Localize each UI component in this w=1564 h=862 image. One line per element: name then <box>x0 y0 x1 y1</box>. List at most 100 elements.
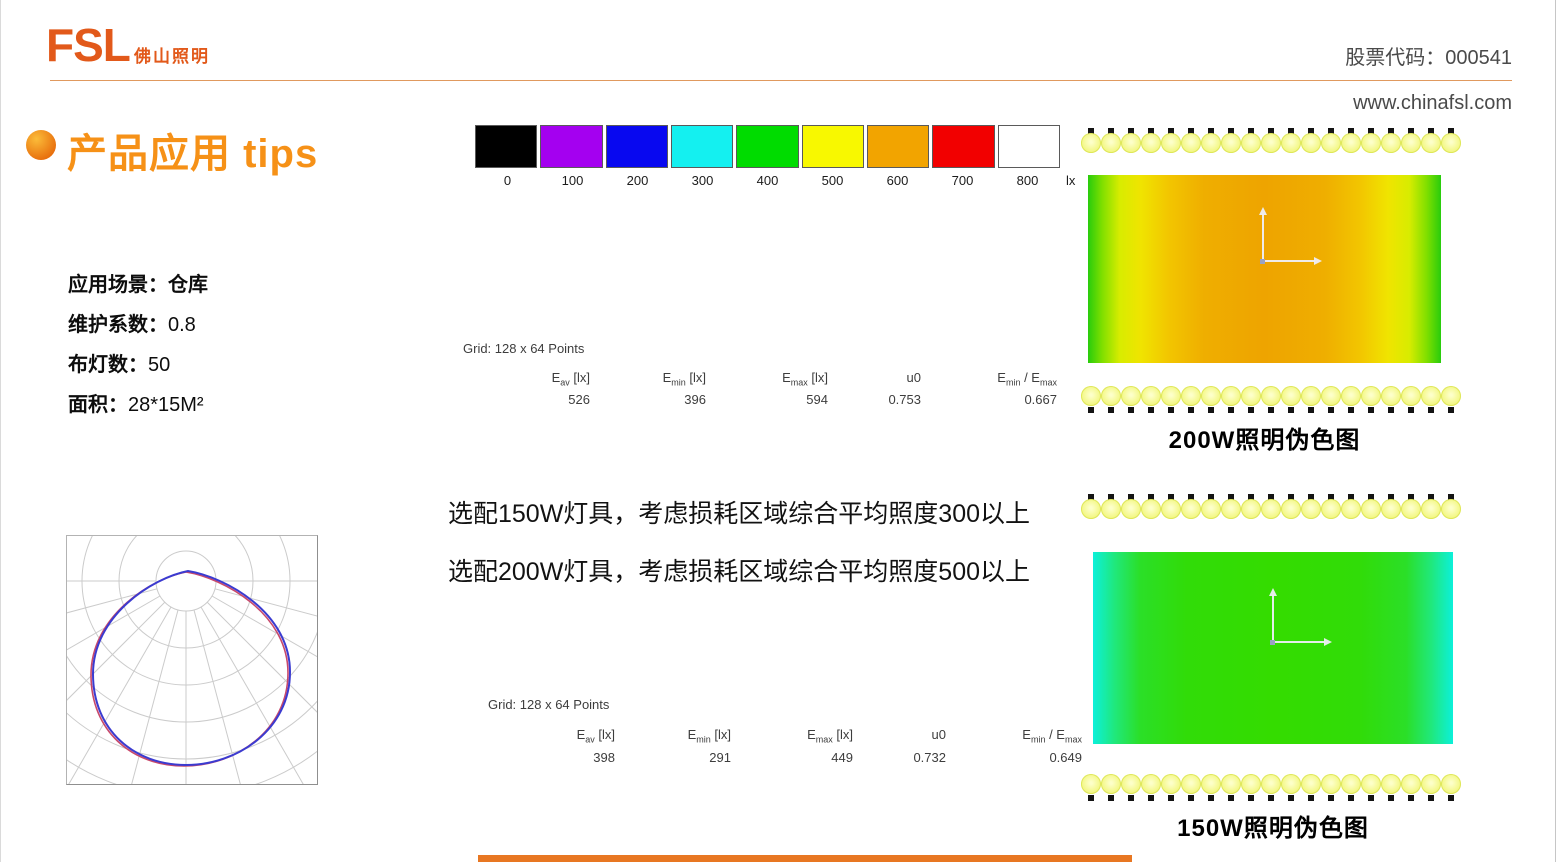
lamp-icon <box>1341 128 1361 158</box>
info-label: 布灯数： <box>68 354 148 376</box>
lamp-icon <box>1121 382 1141 413</box>
info-value: 50 <box>148 354 171 376</box>
value-emax: 449 <box>831 750 853 765</box>
lamp-icon <box>1201 128 1221 158</box>
lamp-icon <box>1361 494 1381 524</box>
lamp-icon <box>1401 494 1421 524</box>
lamp-icon <box>1281 770 1301 801</box>
header-eav: Eav [lx] <box>576 727 615 745</box>
lamp-icon <box>1301 494 1321 524</box>
header-emin-emax: Emin / Emax <box>997 370 1057 388</box>
lamp-row-200w-bottom <box>1081 382 1461 413</box>
false-color-scale-labels: 0 100 200 300 400 500 600 700 800 <box>475 173 1060 188</box>
scale-cell <box>475 125 538 168</box>
lamp-icon <box>1421 770 1441 801</box>
lamp-icon <box>1401 382 1421 413</box>
value-emax: 594 <box>806 392 828 407</box>
lamp-icon <box>1101 128 1121 158</box>
scale-cell <box>540 125 603 168</box>
table-header-row: Eav [lx] Emin [lx] Emax [lx] u0 Emin / E… <box>455 370 1057 388</box>
value-u0: 0.753 <box>888 392 921 407</box>
lamp-icon <box>1181 128 1201 158</box>
lamp-row-150w-top <box>1081 494 1461 524</box>
note-150w: 选配150W灯具，考虑损耗区域综合平均照度300以上 <box>448 500 1031 528</box>
value-emin: 291 <box>709 750 731 765</box>
lamp-icon <box>1141 494 1161 524</box>
lamp-icon <box>1141 770 1161 801</box>
lamp-icon <box>1141 382 1161 413</box>
lamp-icon <box>1121 494 1141 524</box>
page-title: 产品应用 tips <box>67 132 319 176</box>
grid-points-label: Grid: 128 x 64 Points <box>488 697 610 712</box>
lamp-icon <box>1261 382 1281 413</box>
right-edge-line <box>1555 0 1556 862</box>
lamp-icon <box>1321 770 1341 801</box>
lamp-icon <box>1101 382 1121 413</box>
false-color-map-150w <box>1093 552 1453 744</box>
grid-points-label: Grid: 128 x 64 Points <box>463 341 585 356</box>
lamp-icon <box>1421 128 1441 158</box>
scale-tick-label: 500 <box>821 173 844 188</box>
scale-tick-label: 100 <box>561 173 584 188</box>
caption-150w: 150W照明伪色图 <box>1177 815 1369 842</box>
lamp-icon <box>1201 494 1221 524</box>
lamp-icon <box>1281 494 1301 524</box>
lamp-row-200w-top <box>1081 128 1461 158</box>
lamp-icon <box>1221 770 1241 801</box>
lamp-icon <box>1261 770 1281 801</box>
lamp-icon <box>1321 494 1341 524</box>
scale-cell <box>670 125 734 168</box>
info-row-lamp-count: 布灯数：50 <box>68 348 208 388</box>
lamp-icon <box>1181 494 1201 524</box>
lamp-icon <box>1201 382 1221 413</box>
axis-marker-icon <box>1259 207 1322 267</box>
website-link[interactable]: www.chinafsl.com <box>1353 92 1512 114</box>
info-value: 0.8 <box>168 314 196 336</box>
fsl-logo-chinese: 佛山照明 <box>134 47 210 66</box>
lamp-row-150w-bottom <box>1081 770 1461 801</box>
caption-200w: 200W照明伪色图 <box>1168 427 1361 454</box>
info-row-maintenance: 维护系数：0.8 <box>68 308 208 348</box>
lamp-icon <box>1401 770 1421 801</box>
lamp-icon <box>1421 382 1441 413</box>
info-value: 仓库 <box>168 274 208 296</box>
header-divider <box>50 80 1512 81</box>
info-row-area: 面积：28*15M² <box>68 388 208 428</box>
lamp-icon <box>1221 382 1241 413</box>
false-color-map-200w <box>1088 175 1441 363</box>
table-value-row: 526 396 594 0.753 0.667 <box>455 392 1057 407</box>
header-emax: Emax [lx] <box>782 370 828 388</box>
lamp-icon <box>1441 770 1461 801</box>
lamp-icon <box>1181 382 1201 413</box>
note-200w: 选配200W灯具，考虑损耗区域综合平均照度500以上 <box>448 558 1031 586</box>
info-label: 面积： <box>68 394 128 416</box>
lamp-icon <box>1081 770 1101 801</box>
info-label: 维护系数： <box>68 314 168 336</box>
lamp-icon <box>1361 128 1381 158</box>
scale-cell <box>866 125 930 168</box>
scale-unit-label: lx <box>1066 173 1076 188</box>
lamp-icon <box>1081 494 1101 524</box>
scale-tick-label: 300 <box>691 173 714 188</box>
lamp-icon <box>1161 494 1181 524</box>
lamp-icon <box>1301 770 1321 801</box>
header-eav: Eav [lx] <box>551 370 590 388</box>
lamp-icon <box>1341 770 1361 801</box>
lamp-icon <box>1221 128 1241 158</box>
stock-code-label: 股票代码：000541 <box>1345 47 1512 69</box>
scale-tick-label: 200 <box>626 173 649 188</box>
lamp-icon <box>1241 770 1261 801</box>
lamp-icon <box>1281 382 1301 413</box>
scale-tick-label: 400 <box>756 173 779 188</box>
lamp-icon <box>1441 382 1461 413</box>
illuminance-table-150w: Grid: 128 x 64 Points Eav [lx] Emin [lx]… <box>480 697 1082 767</box>
title-bullet-icon <box>26 130 56 160</box>
illuminance-table-200w: Grid: 128 x 64 Points Eav [lx] Emin [lx]… <box>455 341 1057 411</box>
header-u0: u0 <box>906 370 921 385</box>
info-value: 28*15M² <box>128 394 204 416</box>
lamp-icon <box>1341 494 1361 524</box>
scale-tick-label: 700 <box>951 173 974 188</box>
table-header-row: Eav [lx] Emin [lx] Emax [lx] u0 Emin / E… <box>480 727 1082 745</box>
lamp-icon <box>1241 382 1261 413</box>
